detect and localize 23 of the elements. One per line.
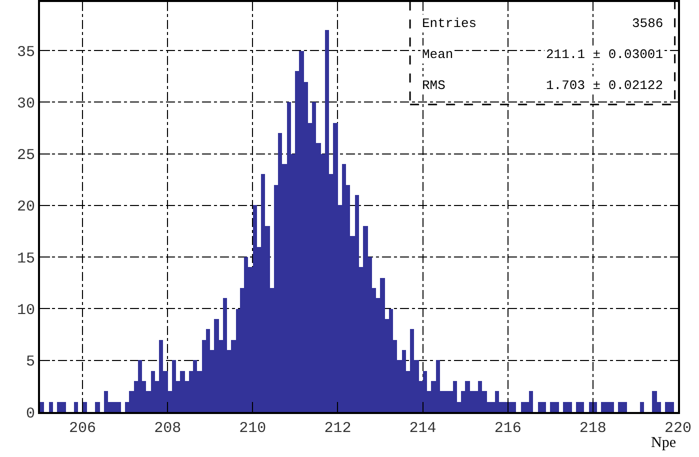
x-tick-label: 208 xyxy=(154,420,182,437)
y-tick-label: 25 xyxy=(16,147,35,164)
x-axis-title: Npe xyxy=(651,435,676,451)
x-tick-label: 220 xyxy=(664,420,692,437)
y-tick-label: 15 xyxy=(16,250,35,268)
y-tick-label: 10 xyxy=(16,302,35,319)
x-tick-label: 206 xyxy=(69,420,96,437)
x-tick-label: 214 xyxy=(409,420,436,437)
annotation: Entries xyxy=(422,16,477,31)
y-tick-label: 5 xyxy=(26,354,35,371)
x-tick-label: 212 xyxy=(324,420,352,437)
annotation: 211.1 ± 0.03001 xyxy=(546,47,664,62)
annotation: 1.703 ± 0.02122 xyxy=(546,78,664,93)
annotation: Mean xyxy=(422,47,454,62)
x-tick-label: 216 xyxy=(494,420,522,437)
y-tick-label: 30 xyxy=(16,95,35,112)
x-tick-label: 210 xyxy=(239,420,266,437)
y-tick-label: 0 xyxy=(26,405,35,422)
annotation: RMS xyxy=(422,78,446,93)
y-tick-label: 35 xyxy=(16,44,35,61)
x-tick-label: 218 xyxy=(579,420,606,437)
annotation: 3586 xyxy=(632,16,664,31)
y-tick-label: 20 xyxy=(16,198,35,216)
